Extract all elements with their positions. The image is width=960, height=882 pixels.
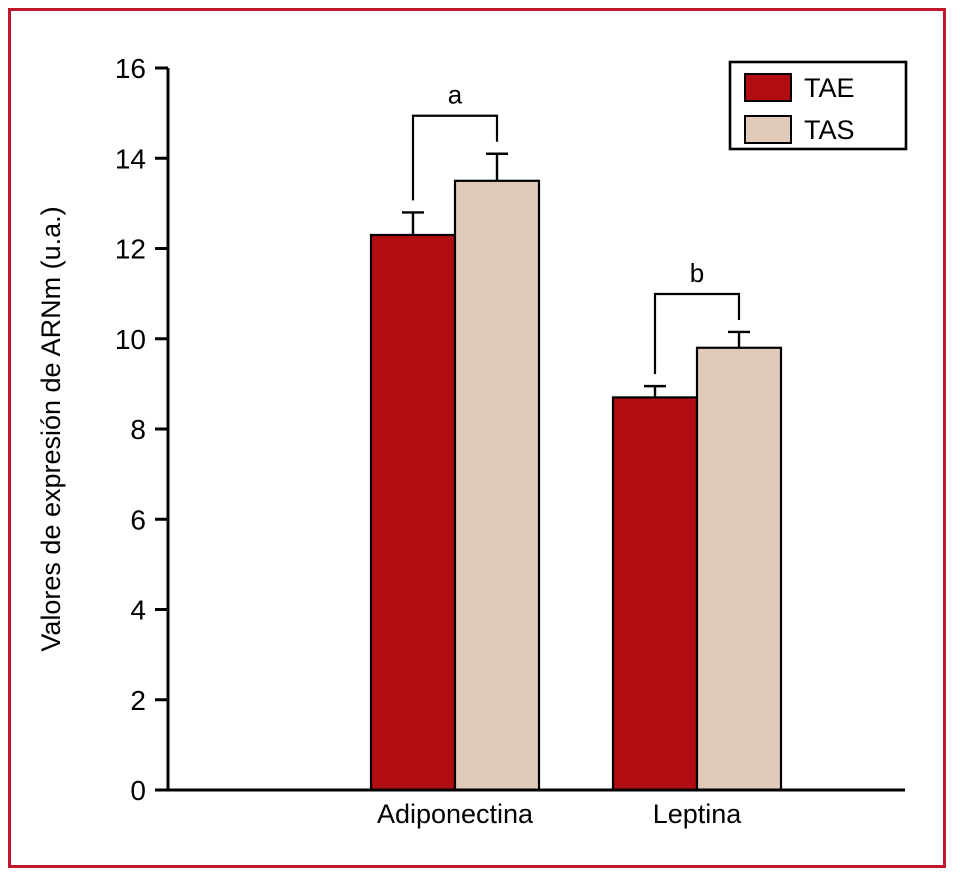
legend-label-tae: TAE <box>804 73 855 103</box>
y-tick-label: 4 <box>130 595 146 626</box>
y-tick-label: 6 <box>130 504 146 535</box>
y-tick-label: 12 <box>115 234 146 265</box>
significance-bracket <box>653 292 741 375</box>
y-tick-label: 14 <box>115 143 146 174</box>
significance-label: b <box>690 258 704 288</box>
bar-tae-leptina <box>611 396 699 792</box>
error-bar <box>728 330 750 348</box>
significance-bracket <box>411 114 499 201</box>
x-category-label: Adiponectina <box>377 799 534 829</box>
bar-tas-leptina <box>695 346 783 792</box>
y-tick-label: 8 <box>130 414 146 445</box>
legend-swatch-tas <box>744 115 792 144</box>
legend-swatch-tae <box>744 73 792 102</box>
x-category-label: Leptina <box>653 799 743 829</box>
y-tick-label: 2 <box>130 685 146 716</box>
figure-frame: 0 2 4 6 8 10 12 14 16 Adiponectina Leptina Valores … <box>8 8 946 868</box>
legend-label-tas: TAS <box>804 115 855 145</box>
error-bar <box>402 211 424 235</box>
bar-tae-adiponectina <box>369 233 457 792</box>
bar-tas-adiponectina <box>453 179 541 792</box>
y-tick-label: 16 <box>115 53 146 84</box>
y-tick-label: 0 <box>130 775 146 806</box>
error-bar <box>486 152 508 181</box>
significance-label: a <box>448 80 463 110</box>
bar-chart: 0 2 4 6 8 10 12 14 16 Adiponectina Leptina Valores … <box>36 53 908 829</box>
y-axis-label: Valores de expresión de ARNm (u.a.) <box>36 206 66 651</box>
y-tick-label: 10 <box>115 324 146 355</box>
error-bar <box>644 384 666 398</box>
